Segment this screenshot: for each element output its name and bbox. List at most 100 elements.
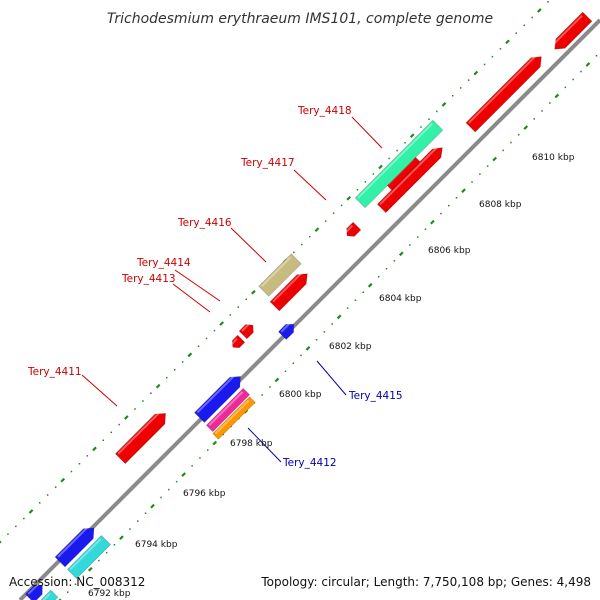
gene-label[interactable]: Tery_4414 (136, 257, 191, 269)
outer-ruler-dot (473, 70, 479, 76)
gene-feature[interactable] (258, 253, 302, 297)
gene-label[interactable]: Tery_4416 (177, 217, 232, 229)
inner-ruler-dot (323, 331, 326, 333)
map-title: Trichodesmium erythraeum IMS101, complet… (107, 11, 493, 27)
outer-ruler-dot (181, 361, 184, 363)
inner-ruler-dot (448, 204, 450, 207)
label-leader-line (172, 283, 211, 313)
inner-ruler-dot (479, 173, 481, 175)
gene-label[interactable]: Tery_4413 (121, 273, 176, 285)
gene-label[interactable]: Tery_4418 (297, 105, 352, 117)
outer-ruler-dot (499, 48, 502, 50)
outer-ruler-dot (213, 329, 216, 332)
inner-ruler-dot (129, 528, 131, 530)
gene-feature-highlight (468, 54, 537, 124)
outer-ruler-dot (388, 157, 390, 160)
inner-ruler-dot (300, 354, 302, 357)
gene-feature-highlight (345, 225, 354, 233)
gene-label[interactable]: Tery_4415 (348, 390, 403, 402)
gene-feature-highlight (69, 538, 102, 571)
inner-ruler-dot (502, 149, 504, 152)
gene-feature[interactable] (269, 273, 308, 312)
gene-feature-highlight (260, 256, 292, 287)
outer-ruler-dot (0, 540, 2, 546)
genome-backbone (18, 18, 600, 600)
outer-ruler-dot (174, 369, 176, 371)
outer-ruler-dot (134, 408, 136, 410)
gene-feature[interactable] (231, 334, 246, 349)
inner-ruler-dot (393, 260, 396, 262)
outer-ruler-dot (536, 8, 542, 13)
outer-ruler-dot (78, 463, 81, 465)
label-leader-line (174, 269, 221, 302)
outer-ruler-dot (547, 1, 549, 3)
inner-ruler-dot (105, 551, 108, 554)
inner-ruler-dot (137, 520, 139, 522)
gene-feature-highlight (117, 411, 161, 455)
inner-ruler-dot (461, 188, 466, 194)
gene-feature-highlight (280, 323, 290, 333)
gene-feature[interactable] (465, 56, 542, 133)
gene-feature[interactable] (346, 221, 362, 237)
outer-ruler-dot (523, 24, 525, 27)
gene-feature-highlight (231, 338, 238, 345)
inner-ruler-dot (564, 86, 567, 89)
outer-ruler-dot (86, 455, 89, 457)
ruler-tick-label: 6798 kbp (230, 439, 273, 449)
inner-ruler-dot (549, 102, 551, 104)
inner-ruler-dot (175, 480, 178, 483)
gene-feature[interactable] (354, 119, 444, 209)
gene-feature[interactable] (238, 324, 254, 340)
inner-ruler-dot (385, 268, 388, 270)
inner-ruler-dot (523, 125, 529, 130)
outer-ruler-dot (356, 189, 359, 191)
gene-feature[interactable] (278, 323, 295, 340)
outer-ruler-dot (150, 392, 152, 394)
outer-ruler-dot (251, 289, 256, 295)
outer-ruler-dot (60, 477, 66, 483)
gene-feature[interactable] (38, 589, 59, 600)
inner-ruler-dot (416, 236, 419, 238)
outer-ruler-dot (372, 173, 375, 175)
gene-feature-highlight (27, 584, 39, 595)
gene-feature[interactable] (554, 11, 593, 50)
gene-feature[interactable] (24, 585, 43, 600)
ruler-tick-label: 6802 kbp (329, 342, 372, 352)
outer-ruler-dot (102, 439, 104, 441)
outer-ruler-dot (324, 220, 327, 222)
inner-ruler-dot (336, 314, 342, 320)
outer-ruler-dot (364, 181, 367, 183)
gene-label[interactable]: Tery_4417 (240, 157, 295, 169)
gene-label[interactable]: Tery_4411 (27, 366, 82, 378)
gene-feature-highlight (196, 374, 236, 414)
inner-ruler-dot (346, 307, 349, 309)
label-leader-line (247, 427, 282, 463)
gene-feature[interactable] (376, 147, 443, 214)
gene-label[interactable]: Tery_4412 (282, 457, 337, 469)
inner-ruler-dot (113, 544, 116, 546)
outer-ruler-dot (7, 533, 9, 535)
outer-ruler-dot (420, 126, 422, 128)
accession-text: Accession: NC_008312 (9, 575, 145, 589)
gene-feature[interactable] (114, 413, 166, 465)
gene-feature[interactable] (212, 396, 256, 440)
inner-ruler-dot (398, 251, 404, 257)
inner-ruler-dot (367, 282, 373, 288)
inner-ruler-dot (87, 566, 93, 572)
inner-ruler-dot (160, 496, 162, 499)
inner-ruler-dot (284, 370, 287, 372)
outer-ruler-dot (301, 243, 303, 246)
gene-feature[interactable] (54, 527, 95, 568)
gene-feature[interactable] (66, 534, 112, 580)
inner-ruler-dot (492, 156, 497, 162)
label-leader-line (351, 116, 383, 149)
gene-feature[interactable] (205, 387, 251, 433)
gene-feature[interactable] (194, 376, 241, 423)
inner-ruler-dot (541, 110, 543, 112)
label-leader-line (81, 374, 118, 407)
outer-ruler-dot (314, 227, 320, 233)
outer-ruler-dot (187, 352, 193, 358)
inner-ruler-dot (274, 377, 280, 383)
outer-ruler-dot (332, 212, 335, 214)
ruler-tick-label: 6794 kbp (135, 540, 178, 550)
